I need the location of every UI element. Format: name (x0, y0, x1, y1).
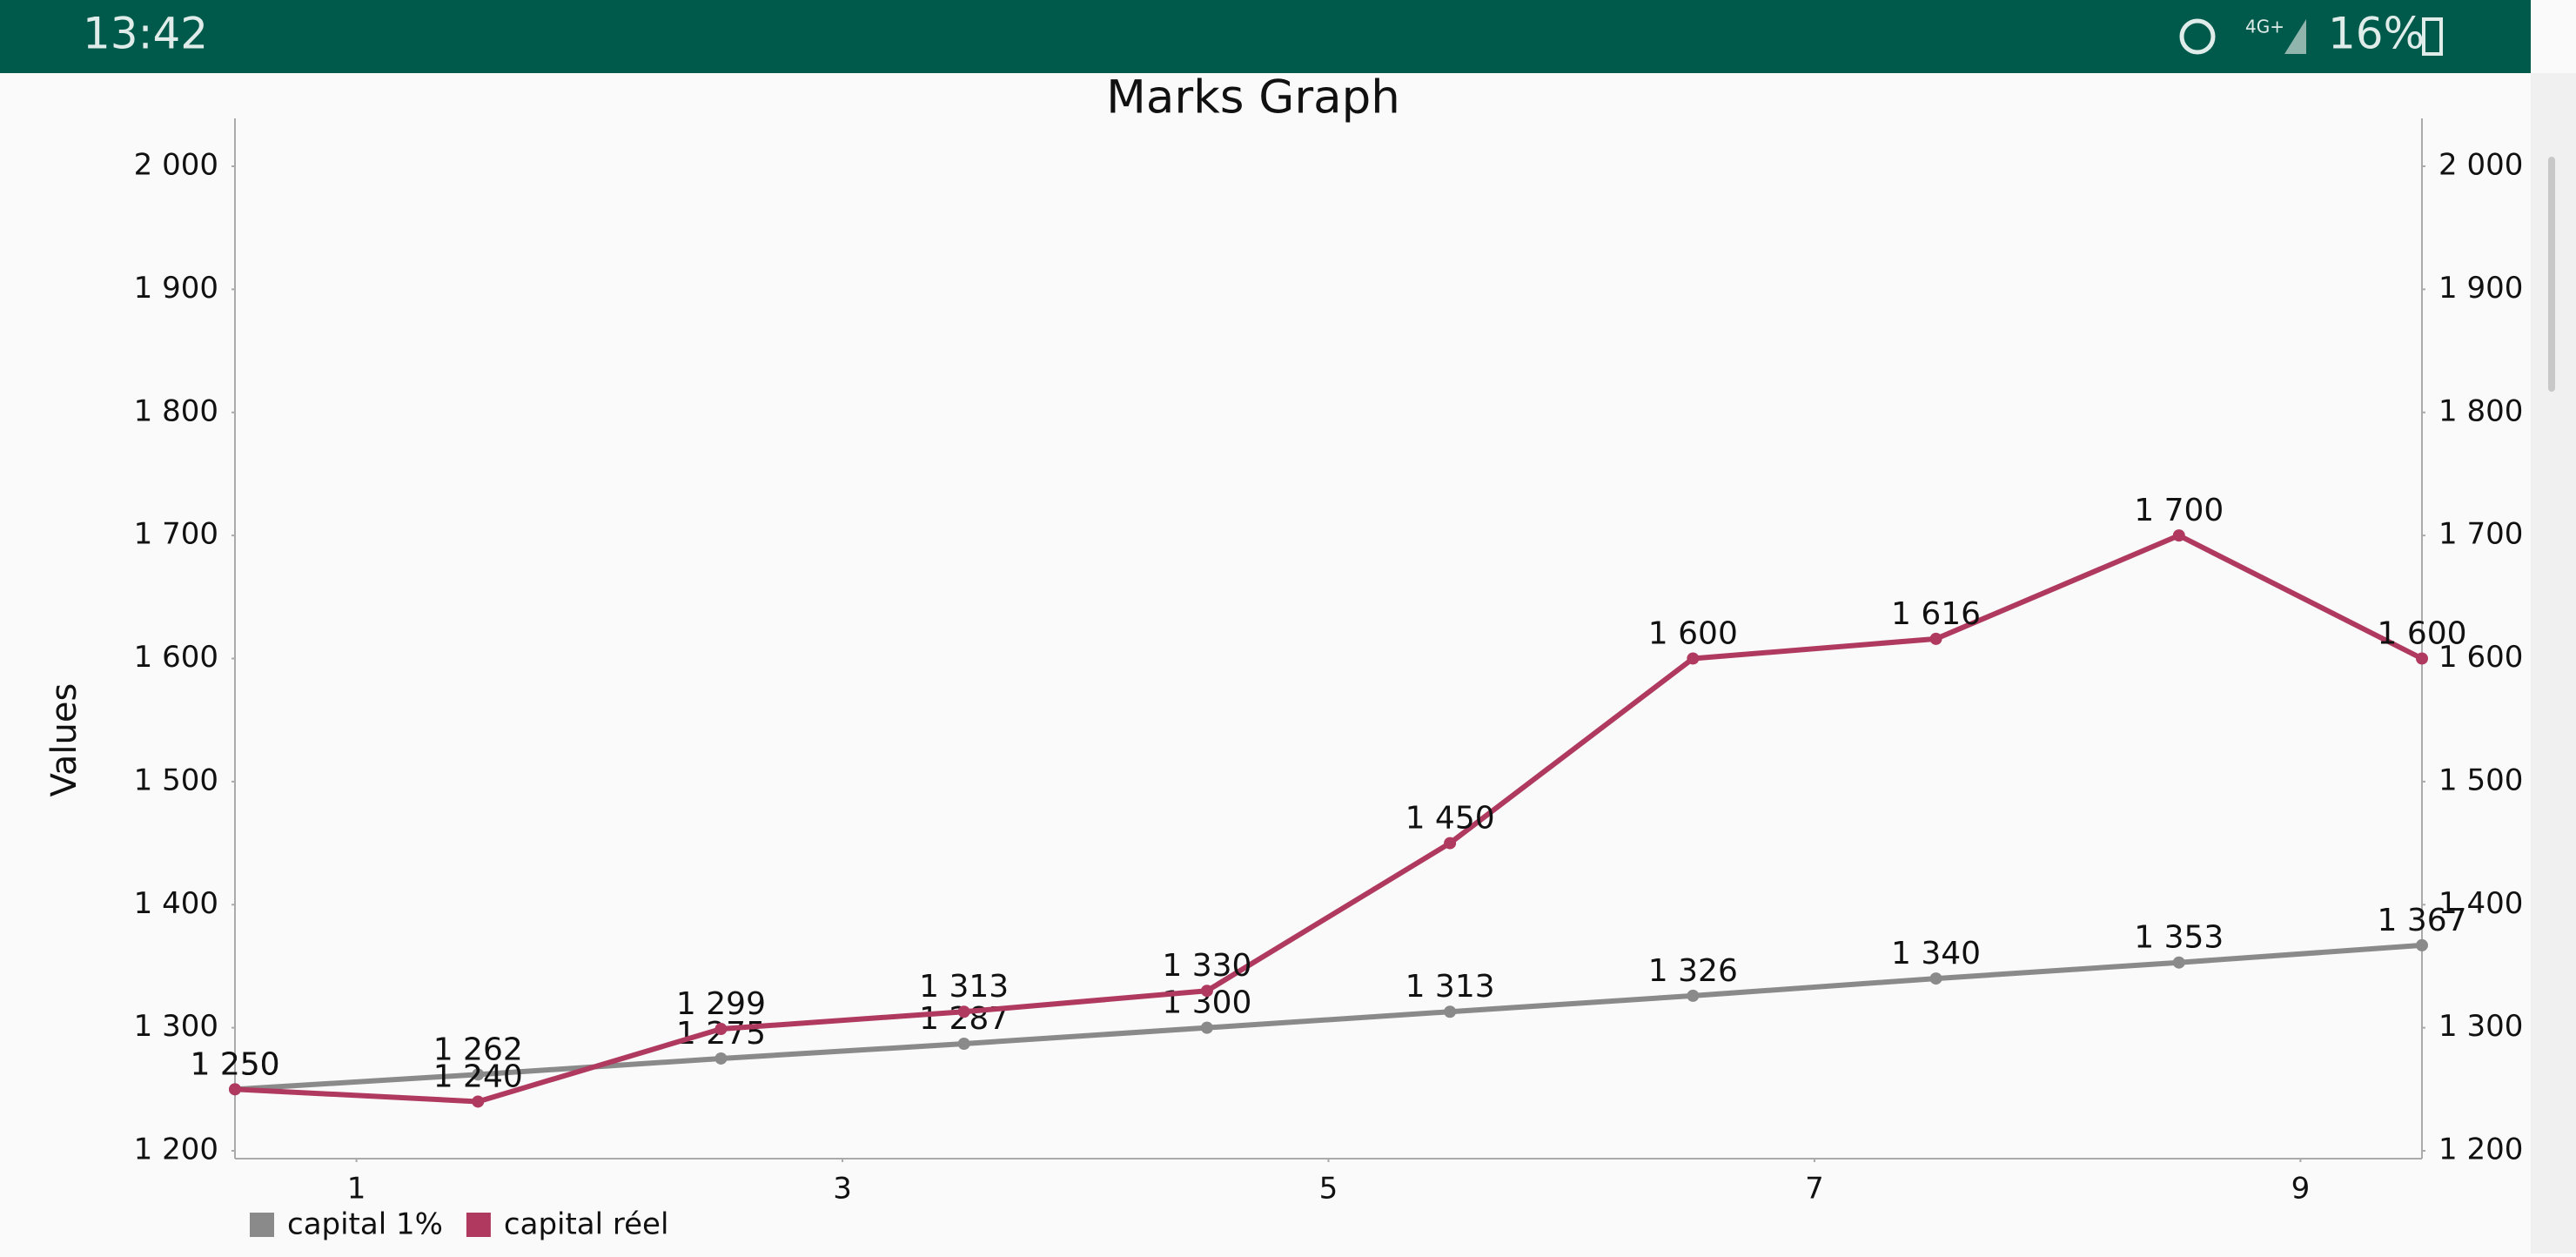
data-point (1687, 652, 1700, 665)
y2-tick-label: 1 400 (2438, 886, 2523, 921)
data-point (2172, 956, 2185, 969)
network-icon: 4G+ (2245, 17, 2284, 37)
y2-tick-label: 1 600 (2438, 640, 2523, 675)
series-line (234, 533, 2424, 1105)
y-tick-label: 1 400 (134, 886, 218, 921)
alarm-icon (2179, 18, 2216, 55)
y2-tick-label: 1 700 (2438, 517, 2523, 552)
battery-level: 16% (2328, 9, 2425, 59)
data-point (2416, 938, 2428, 951)
battery-icon (2422, 17, 2443, 56)
data-point (472, 1095, 485, 1108)
chart-title: Marks Graph (1106, 71, 1400, 124)
data-point (957, 1005, 970, 1018)
data-point (714, 1052, 728, 1065)
data-point (1929, 972, 1942, 985)
x-tick-label: 9 (2291, 1172, 2311, 1207)
data-point (1929, 632, 1942, 645)
data-label: 1 262 (433, 1032, 523, 1067)
data-label: 1 353 (2134, 920, 2224, 956)
data-label: 1 600 (2377, 616, 2466, 652)
y2-tick-label: 1 200 (2438, 1133, 2523, 1167)
data-label: 1 326 (1648, 953, 1738, 989)
legend-label: capital 1% (287, 1207, 443, 1242)
data-point (957, 1038, 970, 1051)
data-point (1444, 1005, 1457, 1018)
data-label: 1 330 (1162, 948, 1251, 984)
y-tick-label: 1 900 (134, 271, 218, 306)
data-point (2416, 652, 2428, 665)
data-point (1687, 989, 1700, 1002)
y2-tick-label: 1 900 (2438, 271, 2523, 306)
x-tick-label: 7 (1805, 1172, 1824, 1207)
data-label: 1 700 (2134, 493, 2224, 528)
data-label: 1 340 (1891, 936, 1981, 971)
y-tick-label: 1 500 (134, 763, 218, 797)
y2-tick-label: 2 000 (2438, 148, 2523, 183)
data-point (1444, 837, 1457, 850)
legend-swatch (250, 1213, 274, 1237)
status-time: 13:42 (83, 9, 208, 59)
data-label: 1 313 (919, 969, 1009, 1005)
y-tick-label: 1 300 (134, 1009, 218, 1044)
status-bar (0, 0, 2531, 73)
data-label: 1 313 (1405, 969, 1495, 1005)
data-point (229, 1083, 241, 1096)
y-tick-label: 1 800 (134, 393, 218, 428)
signal-icon (2284, 19, 2306, 54)
y2-tick-label: 1 500 (2438, 763, 2523, 797)
data-label: 1 616 (1891, 596, 1981, 632)
legend-swatch (466, 1213, 491, 1237)
data-label: 1 600 (1648, 616, 1738, 652)
data-point (1200, 985, 1213, 998)
y-tick-label: 2 000 (134, 148, 218, 183)
y-tick-label: 1 700 (134, 517, 218, 552)
x-tick-label: 1 (347, 1172, 366, 1207)
y-tick-label: 1 600 (134, 640, 218, 675)
data-label: 1 250 (190, 1046, 279, 1082)
data-label: 1 250 (190, 1046, 279, 1082)
x-tick-label: 3 (833, 1172, 852, 1207)
y2-tick-label: 1 300 (2438, 1009, 2523, 1044)
data-label: 1 240 (433, 1059, 523, 1094)
y-tick-label: 1 200 (134, 1133, 218, 1167)
data-label: 1 299 (676, 986, 766, 1022)
data-label: 1 367 (2377, 903, 2466, 938)
data-label: 1 450 (1405, 801, 1495, 837)
data-point (2172, 529, 2185, 542)
scrollbar[interactable] (2548, 157, 2555, 392)
data-point (1200, 1021, 1213, 1034)
legend-label: capital réel (504, 1207, 669, 1242)
data-point (472, 1068, 485, 1081)
y2-tick-label: 1 800 (2438, 393, 2523, 428)
x-tick-label: 5 (1319, 1172, 1338, 1207)
y-axis-label: Values (44, 683, 84, 797)
data-point (714, 1023, 728, 1036)
